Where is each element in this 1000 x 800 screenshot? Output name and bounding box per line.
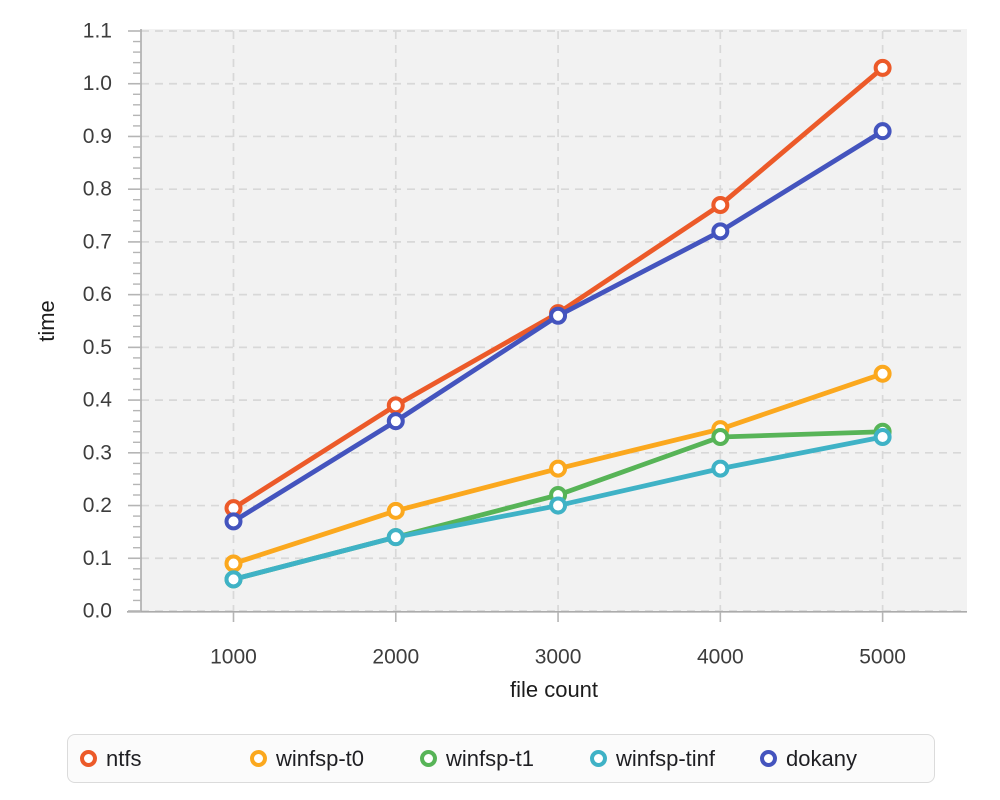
data-point-winfsp-t0[interactable] <box>224 554 243 573</box>
y-axis-tick-label: 0.5 <box>83 336 112 359</box>
y-axis-tick-label: 0.9 <box>83 125 112 148</box>
y-axis-tick-label: 0.4 <box>83 389 113 412</box>
data-point-winfsp-tinf[interactable] <box>711 459 730 478</box>
data-point-dokany[interactable] <box>386 412 405 431</box>
data-point-winfsp-tinf[interactable] <box>224 570 243 589</box>
x-axis-tick-label: 2000 <box>372 646 419 669</box>
y-axis-tick-label: 0.8 <box>83 178 112 201</box>
y-axis-tick-label: 0.2 <box>83 494 112 517</box>
legend-item-label: winfsp-t1 <box>446 745 535 771</box>
y-axis-tick-label: 1.0 <box>83 72 112 95</box>
data-point-winfsp-tinf[interactable] <box>549 496 568 515</box>
data-point-ntfs[interactable] <box>711 196 730 214</box>
data-point-ntfs[interactable] <box>386 396 405 415</box>
legend-item-ntfs[interactable]: ntfs <box>80 745 250 771</box>
y-axis-tick-label: 0.3 <box>83 441 112 464</box>
y-axis-title: time <box>34 300 59 342</box>
y-axis-tick-label: 0.1 <box>83 547 112 570</box>
data-point-dokany[interactable] <box>224 512 243 531</box>
legend-marker-icon <box>590 750 607 767</box>
data-point-winfsp-tinf[interactable] <box>873 428 892 446</box>
legend-marker-icon <box>420 750 437 767</box>
data-point-ntfs[interactable] <box>873 58 892 77</box>
legend-item-label: winfsp-tinf <box>616 745 716 771</box>
legend: ntfs winfsp-t0 winfsp-t1 winfsp-tinf dokany <box>67 734 935 783</box>
x-axis-title: file count <box>509 677 599 702</box>
data-point-dokany[interactable] <box>873 122 892 141</box>
x-axis-tick-label: 4000 <box>697 646 744 669</box>
legend-item-label: winfsp-t0 <box>276 745 365 771</box>
legend-item-winfsp-t0[interactable]: winfsp-t0 <box>250 745 420 771</box>
data-point-winfsp-t0[interactable] <box>386 501 405 520</box>
y-axis-tick-label: 0.7 <box>83 230 112 253</box>
data-point-dokany[interactable] <box>711 222 730 241</box>
legend-marker-icon <box>250 750 267 767</box>
data-point-dokany[interactable] <box>549 306 568 325</box>
legend-item-winfsp-t1[interactable]: winfsp-t1 <box>420 745 590 771</box>
legend-item-winfsp-tinf[interactable]: winfsp-tinf <box>590 745 760 771</box>
data-point-winfsp-t1[interactable] <box>711 428 730 446</box>
y-axis-tick-label: 0.0 <box>83 600 112 623</box>
legend-item-label: ntfs <box>106 745 142 771</box>
legend-marker-icon <box>80 750 97 767</box>
legend-marker-icon <box>760 750 777 767</box>
data-point-winfsp-t0[interactable] <box>549 459 568 478</box>
x-axis-tick-label: 3000 <box>535 646 582 669</box>
data-point-winfsp-tinf[interactable] <box>386 528 405 547</box>
legend-item-label: dokany <box>786 745 857 771</box>
x-axis-tick-label: 5000 <box>859 646 906 669</box>
x-axis-tick-label: 1000 <box>210 646 257 669</box>
legend-item-dokany[interactable]: dokany <box>760 745 857 771</box>
y-axis-tick-label: 0.6 <box>83 283 112 306</box>
y-axis-tick-label: 1.1 <box>83 20 112 43</box>
data-point-winfsp-t0[interactable] <box>873 364 892 383</box>
